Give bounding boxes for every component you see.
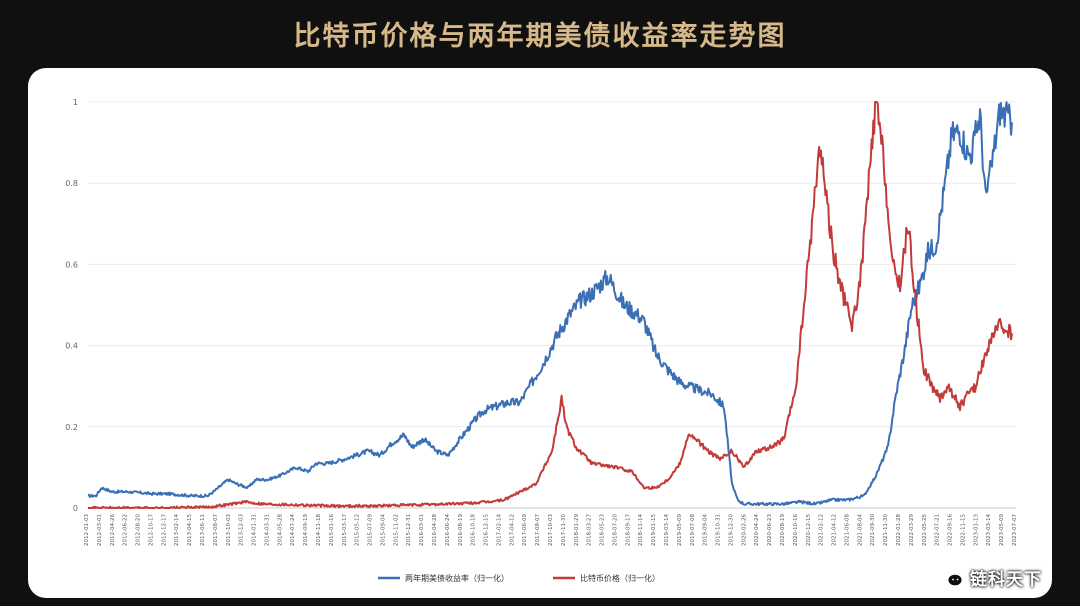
x-tick-label: 2015-05-12 [355,514,361,546]
watermark-text: 链科天下 [970,570,1042,590]
x-tick-label: 2013-12-03 [239,514,245,546]
legend-label: 比特币价格（归一化） [580,573,660,583]
line-chart: 00.20.40.60.81 2012-01-03 2012-03-01 2012-… [65,98,1018,583]
x-tick-label: 2019-09-04 [703,514,709,546]
x-tick-label: 2019-10-31 [716,514,722,546]
x-tick-label: 2013-04-15 [187,514,193,546]
x-tick-label: 2013-08-07 [213,514,219,546]
x-tick-label: 2017-04-12 [509,514,515,546]
x-tick-label: 2022-11-15 [960,514,966,546]
x-tick-label: 2016-12-15 [484,514,490,546]
x-tick-label: 2013-10-03 [226,514,232,546]
y-tick-label: 0.6 [65,260,78,269]
x-tick-label: 2021-02-12 [819,514,825,546]
x-tick-label: 2020-12-15 [806,514,812,546]
y-tick-label: 0.4 [65,342,78,351]
x-tick-label: 2012-08-20 [136,514,142,546]
x-tick-label: 2015-11-02 [393,514,399,546]
x-tick-label: 2022-01-28 [896,514,902,546]
chart-panel: 0 0.2 0.4 0.6 0.8 1 2012-01-03 2012-03-01 2012-… [28,68,1052,598]
x-tick-label: 2012-12-17 [161,514,167,546]
x-tick-label: 2015-03-17 [342,514,348,546]
x-tick-label: 2021-08-04 [857,514,863,546]
x-tick-label: 2014-11-18 [316,514,322,546]
x-axis: 2012-01-03 2012-03-01 2012-04-26 2012-06-22… [84,514,1018,546]
x-tick-label: 2020-02-26 [741,514,747,546]
x-tick-label: 2023-03-14 [986,514,992,546]
x-tick-label: 2015-07-09 [368,514,374,546]
x-tick-label: 2020-08-19 [780,514,786,546]
x-tick-label: 2016-08-19 [458,514,464,546]
x-tick-label: 2018-07-20 [612,514,618,546]
x-tick-label: 2017-06-09 [522,514,528,546]
x-tick-label: 2018-05-23 [600,514,606,546]
x-tick-label: 2014-01-31 [252,514,258,546]
x-tick-label: 2021-09-30 [870,514,876,546]
x-tick-label: 2019-05-09 [677,514,683,546]
x-tick-label: 2018-09-17 [625,514,631,546]
x-tick-label: 2015-09-04 [380,514,386,546]
x-tick-label: 2016-06-24 [445,514,451,546]
x-tick-label: 2016-10-18 [471,514,477,546]
y-tick-label: 0.2 [65,423,78,432]
x-tick-label: 2014-03-31 [264,514,270,546]
x-tick-label: 2017-02-14 [496,514,502,546]
y-tick-label: 1 [73,98,78,107]
wechat-icon [938,567,964,589]
treasury-yield-line [87,101,1013,507]
x-tick-label: 2022-03-29 [909,514,915,546]
x-tick-label: 2016-04-28 [432,514,438,546]
x-tick-label: 2016-03-01 [419,514,425,546]
x-tick-label: 2017-08-07 [535,514,541,546]
x-tick-label: 2017-10-03 [548,514,554,546]
legend: 两年期美债收益率（归一化） 比特币价格（归一化） [378,573,660,583]
x-tick-label: 2012-01-03 [84,514,90,546]
x-tick-label: 2022-09-16 [948,514,954,546]
x-tick-label: 2018-01-29 [574,514,580,546]
series-group [87,101,1013,509]
x-tick-label: 2021-04-12 [832,514,838,546]
x-tick-label: 2023-01-13 [973,514,979,546]
x-tick-label: 2020-04-24 [754,514,760,546]
x-tick-label: 2018-11-14 [638,514,644,546]
x-tick-label: 2013-06-11 [200,514,206,546]
page-title: 比特币价格与两年期美债收益率走势图 [293,21,787,52]
x-tick-label: 2012-06-22 [123,514,129,546]
y-tick-label: 0 [73,504,78,513]
x-tick-label: 2015-12-31 [406,514,412,546]
x-tick-label: 2015-01-16 [329,514,335,546]
x-tick-label: 2021-06-08 [844,514,850,546]
x-tick-label: 2020-06-23 [767,514,773,546]
x-tick-label: 2019-07-08 [690,514,696,546]
x-tick-label: 2013-02-14 [174,514,180,546]
x-tick-label: 2014-09-19 [303,514,309,546]
x-tick-label: 2014-05-28 [277,514,283,546]
x-tick-label: 2012-10-17 [148,514,154,546]
x-tick-label: 2017-11-30 [561,514,567,546]
x-tick-label: 2019-12-30 [728,514,734,546]
x-tick-label: 2018-03-27 [587,514,593,546]
watermark: 链科天下 [938,565,1042,590]
x-tick-label: 2021-11-30 [883,514,889,546]
x-tick-label: 2019-03-14 [664,514,670,546]
x-tick-label: 2014-07-24 [290,514,296,546]
x-tick-label: 2022-05-25 [922,514,928,546]
y-axis: 0 0.2 0.4 0.6 0.8 1 [65,98,78,513]
bitcoin-price-line [87,101,1013,509]
legend-label: 两年期美债收益率（归一化） [405,573,509,583]
x-tick-label: 2020-10-16 [793,514,799,546]
x-tick-label: 2023-05-09 [999,514,1005,546]
x-tick-label: 2022-07-21 [935,514,941,546]
x-tick-label: 2023-07-07 [1012,514,1018,546]
x-tick-label: 2012-04-26 [110,514,116,546]
y-tick-label: 0.8 [65,179,78,188]
x-tick-label: 2019-01-15 [651,514,657,546]
x-tick-label: 2012-03-01 [97,514,103,546]
